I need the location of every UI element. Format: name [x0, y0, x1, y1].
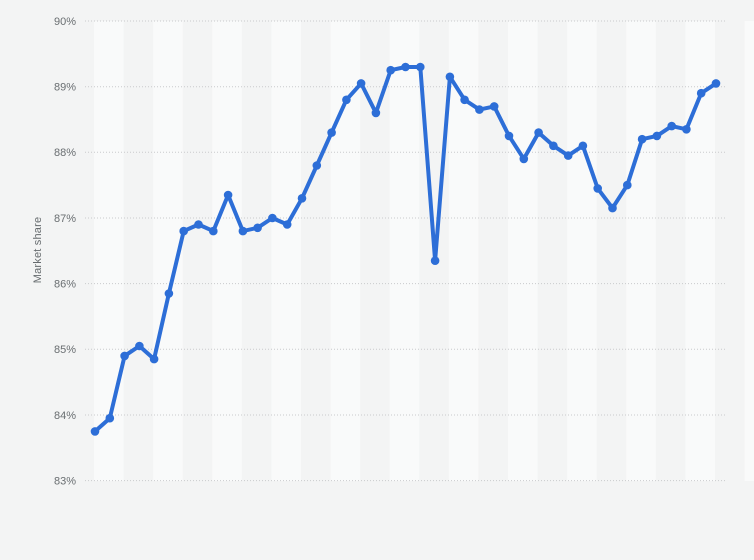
data-point[interactable]: [268, 213, 277, 223]
data-point[interactable]: [475, 105, 484, 114]
data-point[interactable]: [312, 161, 322, 170]
plot-stripe-band: [567, 21, 597, 481]
data-point[interactable]: [327, 128, 336, 137]
data-point[interactable]: [593, 184, 602, 193]
data-point[interactable]: [563, 151, 573, 160]
data-point[interactable]: [179, 226, 188, 236]
plot-stripe-band: [448, 21, 479, 481]
y-tick-label: 87%: [54, 213, 76, 225]
data-point[interactable]: [209, 226, 218, 236]
data-point[interactable]: [549, 141, 558, 151]
plot-stripe-band: [389, 21, 420, 481]
plot-stripe-band: [94, 21, 124, 481]
data-point[interactable]: [282, 220, 292, 229]
data-point[interactable]: [696, 88, 706, 98]
data-point[interactable]: [386, 65, 396, 75]
data-point[interactable]: [371, 108, 381, 118]
data-point[interactable]: [711, 79, 721, 88]
data-point[interactable]: [667, 121, 676, 131]
data-point[interactable]: [504, 131, 514, 141]
data-point[interactable]: [519, 154, 529, 164]
data-point[interactable]: [223, 190, 233, 200]
plot-stripe-band: [212, 21, 242, 481]
y-tick-label: 88%: [54, 147, 76, 159]
data-point[interactable]: [342, 95, 351, 105]
y-axis-title: Market share: [32, 216, 44, 284]
y-tick-label: 85%: [54, 344, 76, 356]
data-point[interactable]: [120, 351, 129, 361]
data-point[interactable]: [416, 62, 425, 72]
y-tick-label: 84%: [54, 410, 76, 422]
data-point[interactable]: [238, 226, 248, 236]
data-point[interactable]: [578, 141, 588, 151]
plot-stripe-band: [626, 21, 656, 481]
data-point[interactable]: [534, 128, 543, 137]
data-point[interactable]: [637, 134, 647, 144]
y-tick-label: 90%: [54, 16, 76, 28]
data-point[interactable]: [149, 354, 159, 364]
plot-stripe-band: [508, 21, 538, 481]
data-point[interactable]: [623, 180, 632, 190]
plot-stripe-band: [271, 21, 301, 481]
data-point[interactable]: [253, 223, 262, 233]
data-point[interactable]: [460, 95, 469, 105]
data-point[interactable]: [164, 289, 174, 298]
plot-stripe-band: [744, 21, 754, 481]
y-tick-label: 89%: [54, 82, 76, 94]
data-point[interactable]: [682, 125, 691, 134]
data-point[interactable]: [90, 427, 100, 436]
data-point[interactable]: [652, 131, 662, 141]
data-point[interactable]: [194, 220, 203, 229]
data-point[interactable]: [105, 413, 115, 423]
data-point[interactable]: [401, 62, 410, 72]
y-tick-label: 86%: [54, 278, 76, 290]
y-tick-label: 83%: [54, 475, 76, 487]
data-point[interactable]: [608, 203, 617, 213]
data-point[interactable]: [135, 341, 144, 351]
data-point[interactable]: [297, 194, 307, 203]
data-point[interactable]: [489, 102, 499, 111]
data-point[interactable]: [445, 72, 455, 82]
data-point[interactable]: [430, 256, 440, 266]
data-point[interactable]: [356, 79, 366, 88]
